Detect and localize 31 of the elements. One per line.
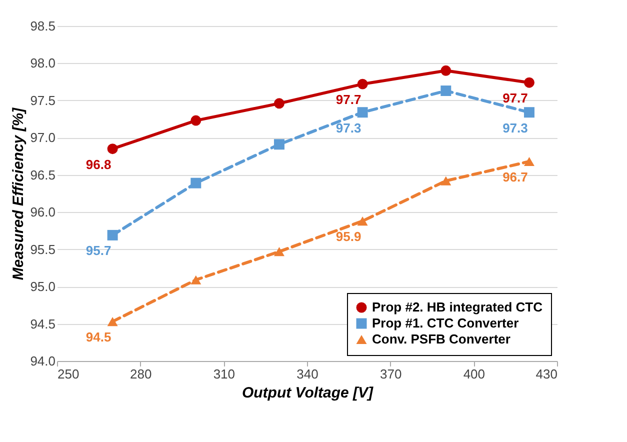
legend-label: Conv. PSFB Converter	[372, 332, 510, 346]
data-label: 96.7	[502, 169, 528, 184]
y-tick-label: 97.0	[30, 130, 56, 146]
data-label: 97.3	[502, 120, 528, 136]
y-tick-label: 95.0	[30, 279, 56, 294]
y-tick-label: 94.0	[30, 354, 56, 368]
y-tick-label: 98.0	[30, 56, 56, 71]
y-tick-label: 96.0	[30, 204, 56, 220]
data-label: 96.8	[86, 156, 112, 172]
y-tick-label: 97.5	[30, 92, 56, 108]
x-axis-title: Output Voltage [V]	[242, 384, 374, 402]
x-tick-label: 370	[380, 366, 402, 382]
x-tick-label: 250	[58, 366, 80, 382]
x-tick-label: 400	[463, 366, 486, 382]
legend-label: Prop #2. HB integrated CTC	[372, 300, 544, 314]
y-axis-title: Measured Efficiency [%]	[10, 106, 28, 280]
data-label: 97.7	[336, 92, 362, 108]
data-label: 95.7	[86, 243, 112, 258]
y-tick-label: 94.5	[30, 316, 56, 332]
data-label: 94.5	[86, 330, 112, 345]
data-label: 97.3	[336, 120, 362, 136]
y-tick-label: 98.5	[30, 18, 56, 34]
x-tick-label: 310	[213, 366, 236, 382]
x-tick-label: 430	[536, 366, 558, 382]
y-tick-label: 96.5	[30, 167, 56, 182]
y-tick-label: 95.5	[30, 242, 56, 257]
x-tick-label: 280	[130, 366, 152, 382]
data-label: 97.7	[502, 90, 528, 106]
legend-label: Prop #1. CTC Converter	[372, 316, 519, 330]
data-label: 95.9	[336, 229, 362, 244]
x-tick-label: 340	[296, 366, 318, 382]
